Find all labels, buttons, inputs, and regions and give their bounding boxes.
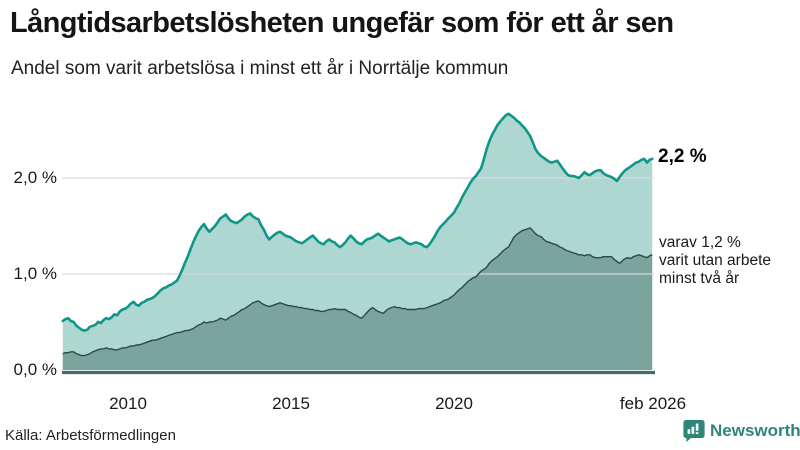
end-value-label: 2,2 % xyxy=(658,146,707,167)
x-tick-feb-2026: feb 2026 xyxy=(619,394,687,413)
y-tick-2pct: 2,0 % xyxy=(13,168,57,187)
logo-exclamation-dot xyxy=(695,432,699,434)
newsworthy-logo-icon xyxy=(683,420,705,442)
area-fill-two-year-series xyxy=(62,227,653,370)
x-tick-2020: 2020 xyxy=(435,394,473,413)
end-note-line3: minst två år xyxy=(659,270,740,287)
logo-bar-short xyxy=(687,429,691,434)
line-total-series xyxy=(61,112,654,332)
x-tick-2015: 2015 xyxy=(272,394,310,413)
y-tick-1pct: 1,0 % xyxy=(13,264,57,283)
source-credit: Källa: Arbetsförmedlingen xyxy=(5,427,176,444)
end-note-line2: varit utan arbete xyxy=(659,252,772,269)
page-subtitle: Andel som varit arbetslösa i minst ett å… xyxy=(11,58,509,79)
page-title: Långtidsarbetslösheten ungefär som för e… xyxy=(10,7,674,39)
logo-bar-medium xyxy=(691,426,695,434)
end-note-label: varav 1,2 % varit utan arbete minst två … xyxy=(659,234,771,288)
end-note-line1: varav 1,2 % xyxy=(659,234,741,251)
y-tick-0pct: 0,0 % xyxy=(13,360,57,379)
logo-bar-tall xyxy=(695,423,699,431)
line-two-year-series xyxy=(62,227,653,357)
newsworthy-logo-text: Newsworthy xyxy=(710,421,800,440)
newsworthy-brand: Newsworthy xyxy=(683,419,800,443)
x-tick-2010: 2010 xyxy=(109,394,147,413)
